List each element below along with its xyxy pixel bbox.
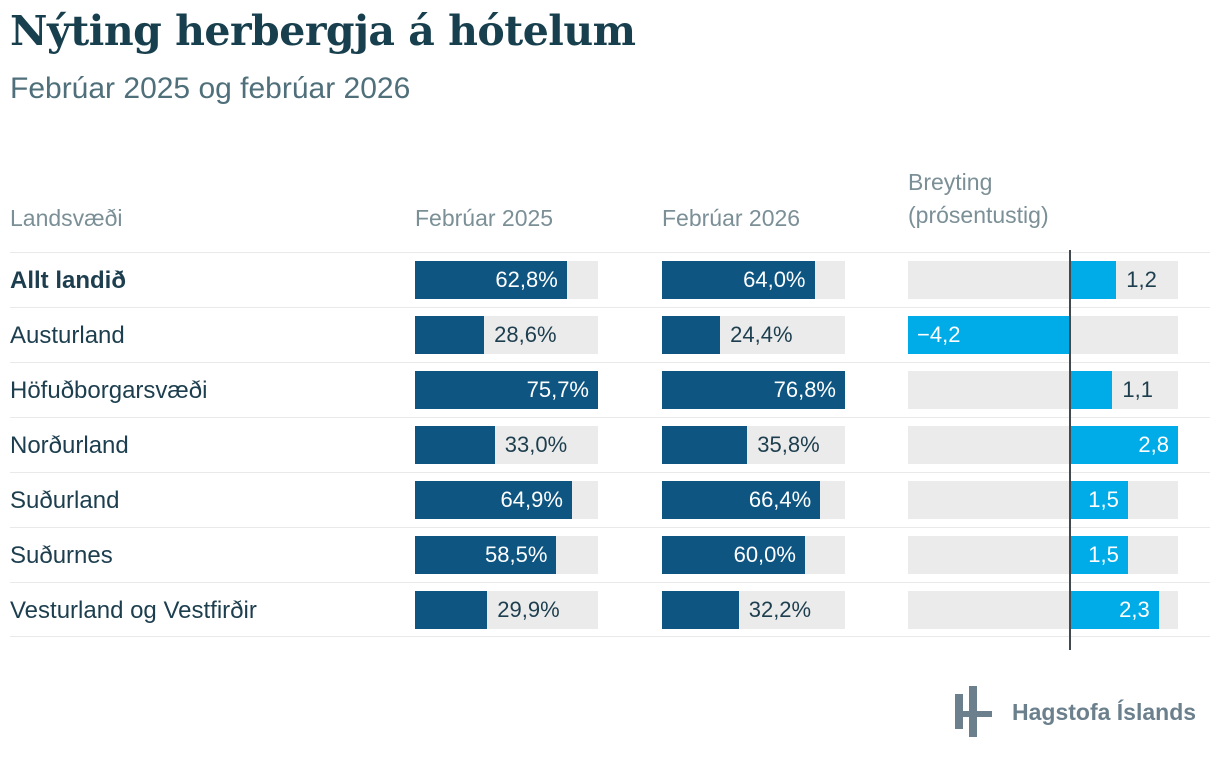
feb2025-value: 64,9% (500, 487, 563, 512)
change-value: −4,2 (917, 322, 961, 347)
feb2025-bar (415, 426, 495, 464)
change-track: 1,2 (908, 261, 1178, 299)
feb2026-track: 24,4% (662, 316, 845, 354)
feb2026-value: 66,4% (748, 487, 812, 512)
feb2025-bar (415, 481, 572, 519)
page-title: Nýting herbergja á hótelum (10, 7, 636, 55)
column-header-change-line1: Breyting (908, 169, 993, 195)
zero-axis-line (1069, 250, 1071, 650)
change-value: 1,5 (1088, 487, 1119, 512)
table-row: Höfuðborgarsvæði 75,7% 76,8% 1,1 (10, 362, 1210, 417)
region-label: Austurland (10, 322, 125, 349)
change-bar (1070, 261, 1117, 299)
feb2025-bar (415, 591, 488, 629)
logo-cross-bar-icon (955, 711, 992, 717)
change-track: −4,2 (908, 316, 1178, 354)
feb2026-bar (662, 536, 805, 574)
feb2026-track: 76,8% (662, 371, 845, 409)
region-label: Allt landið (10, 267, 126, 294)
change-value: 2,3 (1119, 597, 1150, 622)
change-bar (1070, 371, 1113, 409)
column-header-feb2026: Febrúar 2026 (662, 205, 801, 231)
column-header-feb2025: Febrúar 2025 (415, 205, 554, 231)
change-track: 1,1 (908, 371, 1178, 409)
feb2025-bar (415, 261, 567, 299)
feb2025-track: 58,5% (415, 536, 598, 574)
feb2026-value: 76,8% (773, 377, 836, 402)
feb2026-track: 60,0% (662, 536, 845, 574)
change-track: 1,5 (908, 536, 1178, 574)
table-header: Landsvæði Febrúar 2025 Febrúar 2026 Brey… (0, 160, 1220, 234)
table-row: Allt landið 62,8% 64,0% 1,2 (10, 252, 1210, 307)
feb2026-bar (662, 371, 845, 409)
region-label: Höfuðborgarsvæði (10, 377, 208, 404)
feb2025-track: 28,6% (415, 316, 598, 354)
feb2025-value: 33,0% (504, 432, 568, 457)
feb2026-track: 32,2% (662, 591, 845, 629)
feb2025-track: 62,8% (415, 261, 598, 299)
feb2026-value: 24,4% (730, 322, 793, 347)
feb2026-value: 32,2% (748, 597, 812, 622)
feb2026-bar (662, 481, 821, 519)
change-bar (1070, 591, 1159, 629)
column-header-region: Landsvæði (10, 205, 123, 231)
feb2025-value: 28,6% (494, 322, 557, 347)
feb2025-bar (415, 371, 598, 409)
feb2025-value: 58,5% (485, 542, 548, 567)
feb2026-value: 60,0% (733, 542, 796, 567)
feb2026-bar (662, 261, 815, 299)
feb2026-bar (662, 591, 739, 629)
change-bar (1070, 426, 1178, 464)
change-bar (908, 316, 1070, 354)
table-body: Allt landið 62,8% 64,0% 1,2 Austurland 28,6% 2… (10, 252, 1210, 637)
feb2025-bar (415, 536, 557, 574)
feb2025-track: 64,9% (415, 481, 598, 519)
feb2026-bar (662, 426, 748, 464)
feb2026-track: 35,8% (662, 426, 845, 464)
column-header-change: Breyting (prósentustig) (908, 166, 1049, 232)
table-row: Suðurland 64,9% 66,4% 1,5 (10, 472, 1210, 527)
logo-text: Hagstofa Íslands (1012, 699, 1197, 725)
change-track: 2,3 (908, 591, 1178, 629)
page-subtitle: Febrúar 2025 og febrúar 2026 (10, 72, 411, 105)
change-value: 1,1 (1122, 377, 1154, 402)
table-row: Norðurland 33,0% 35,8% 2,8 (10, 417, 1210, 472)
feb2025-value: 29,9% (497, 597, 560, 622)
table-row: Austurland 28,6% 24,4% −4,2 (10, 307, 1210, 362)
change-value: 2,8 (1138, 432, 1169, 457)
table-row: Vesturland og Vestfirðir 29,9% 32,2% 2,3 (10, 582, 1210, 637)
feb2026-bar (662, 316, 721, 354)
feb2025-track: 33,0% (415, 426, 598, 464)
feb2026-track: 64,0% (662, 261, 845, 299)
region-label: Vesturland og Vestfirðir (10, 597, 257, 624)
feb2025-value: 75,7% (526, 377, 589, 402)
feb2025-track: 29,9% (415, 591, 598, 629)
region-label: Norðurland (10, 432, 129, 459)
column-header-change-line2: (prósentustig) (908, 202, 1049, 228)
change-bar (1070, 536, 1128, 574)
region-label: Suðurnes (10, 542, 113, 569)
feb2026-value: 35,8% (757, 432, 820, 457)
change-value: 1,2 (1126, 267, 1157, 292)
feb2025-value: 62,8% (495, 267, 558, 292)
feb2026-value: 64,0% (743, 267, 806, 292)
feb2025-bar (415, 316, 485, 354)
feb2025-track: 75,7% (415, 371, 598, 409)
change-track: 2,8 (908, 426, 1178, 464)
table-row: Suðurnes 58,5% 60,0% 1,5 (10, 527, 1210, 582)
feb2026-track: 66,4% (662, 481, 845, 519)
change-track: 1,5 (908, 481, 1178, 519)
change-bar (1070, 481, 1128, 519)
change-value: 1,5 (1088, 542, 1119, 567)
region-label: Suðurland (10, 487, 120, 514)
